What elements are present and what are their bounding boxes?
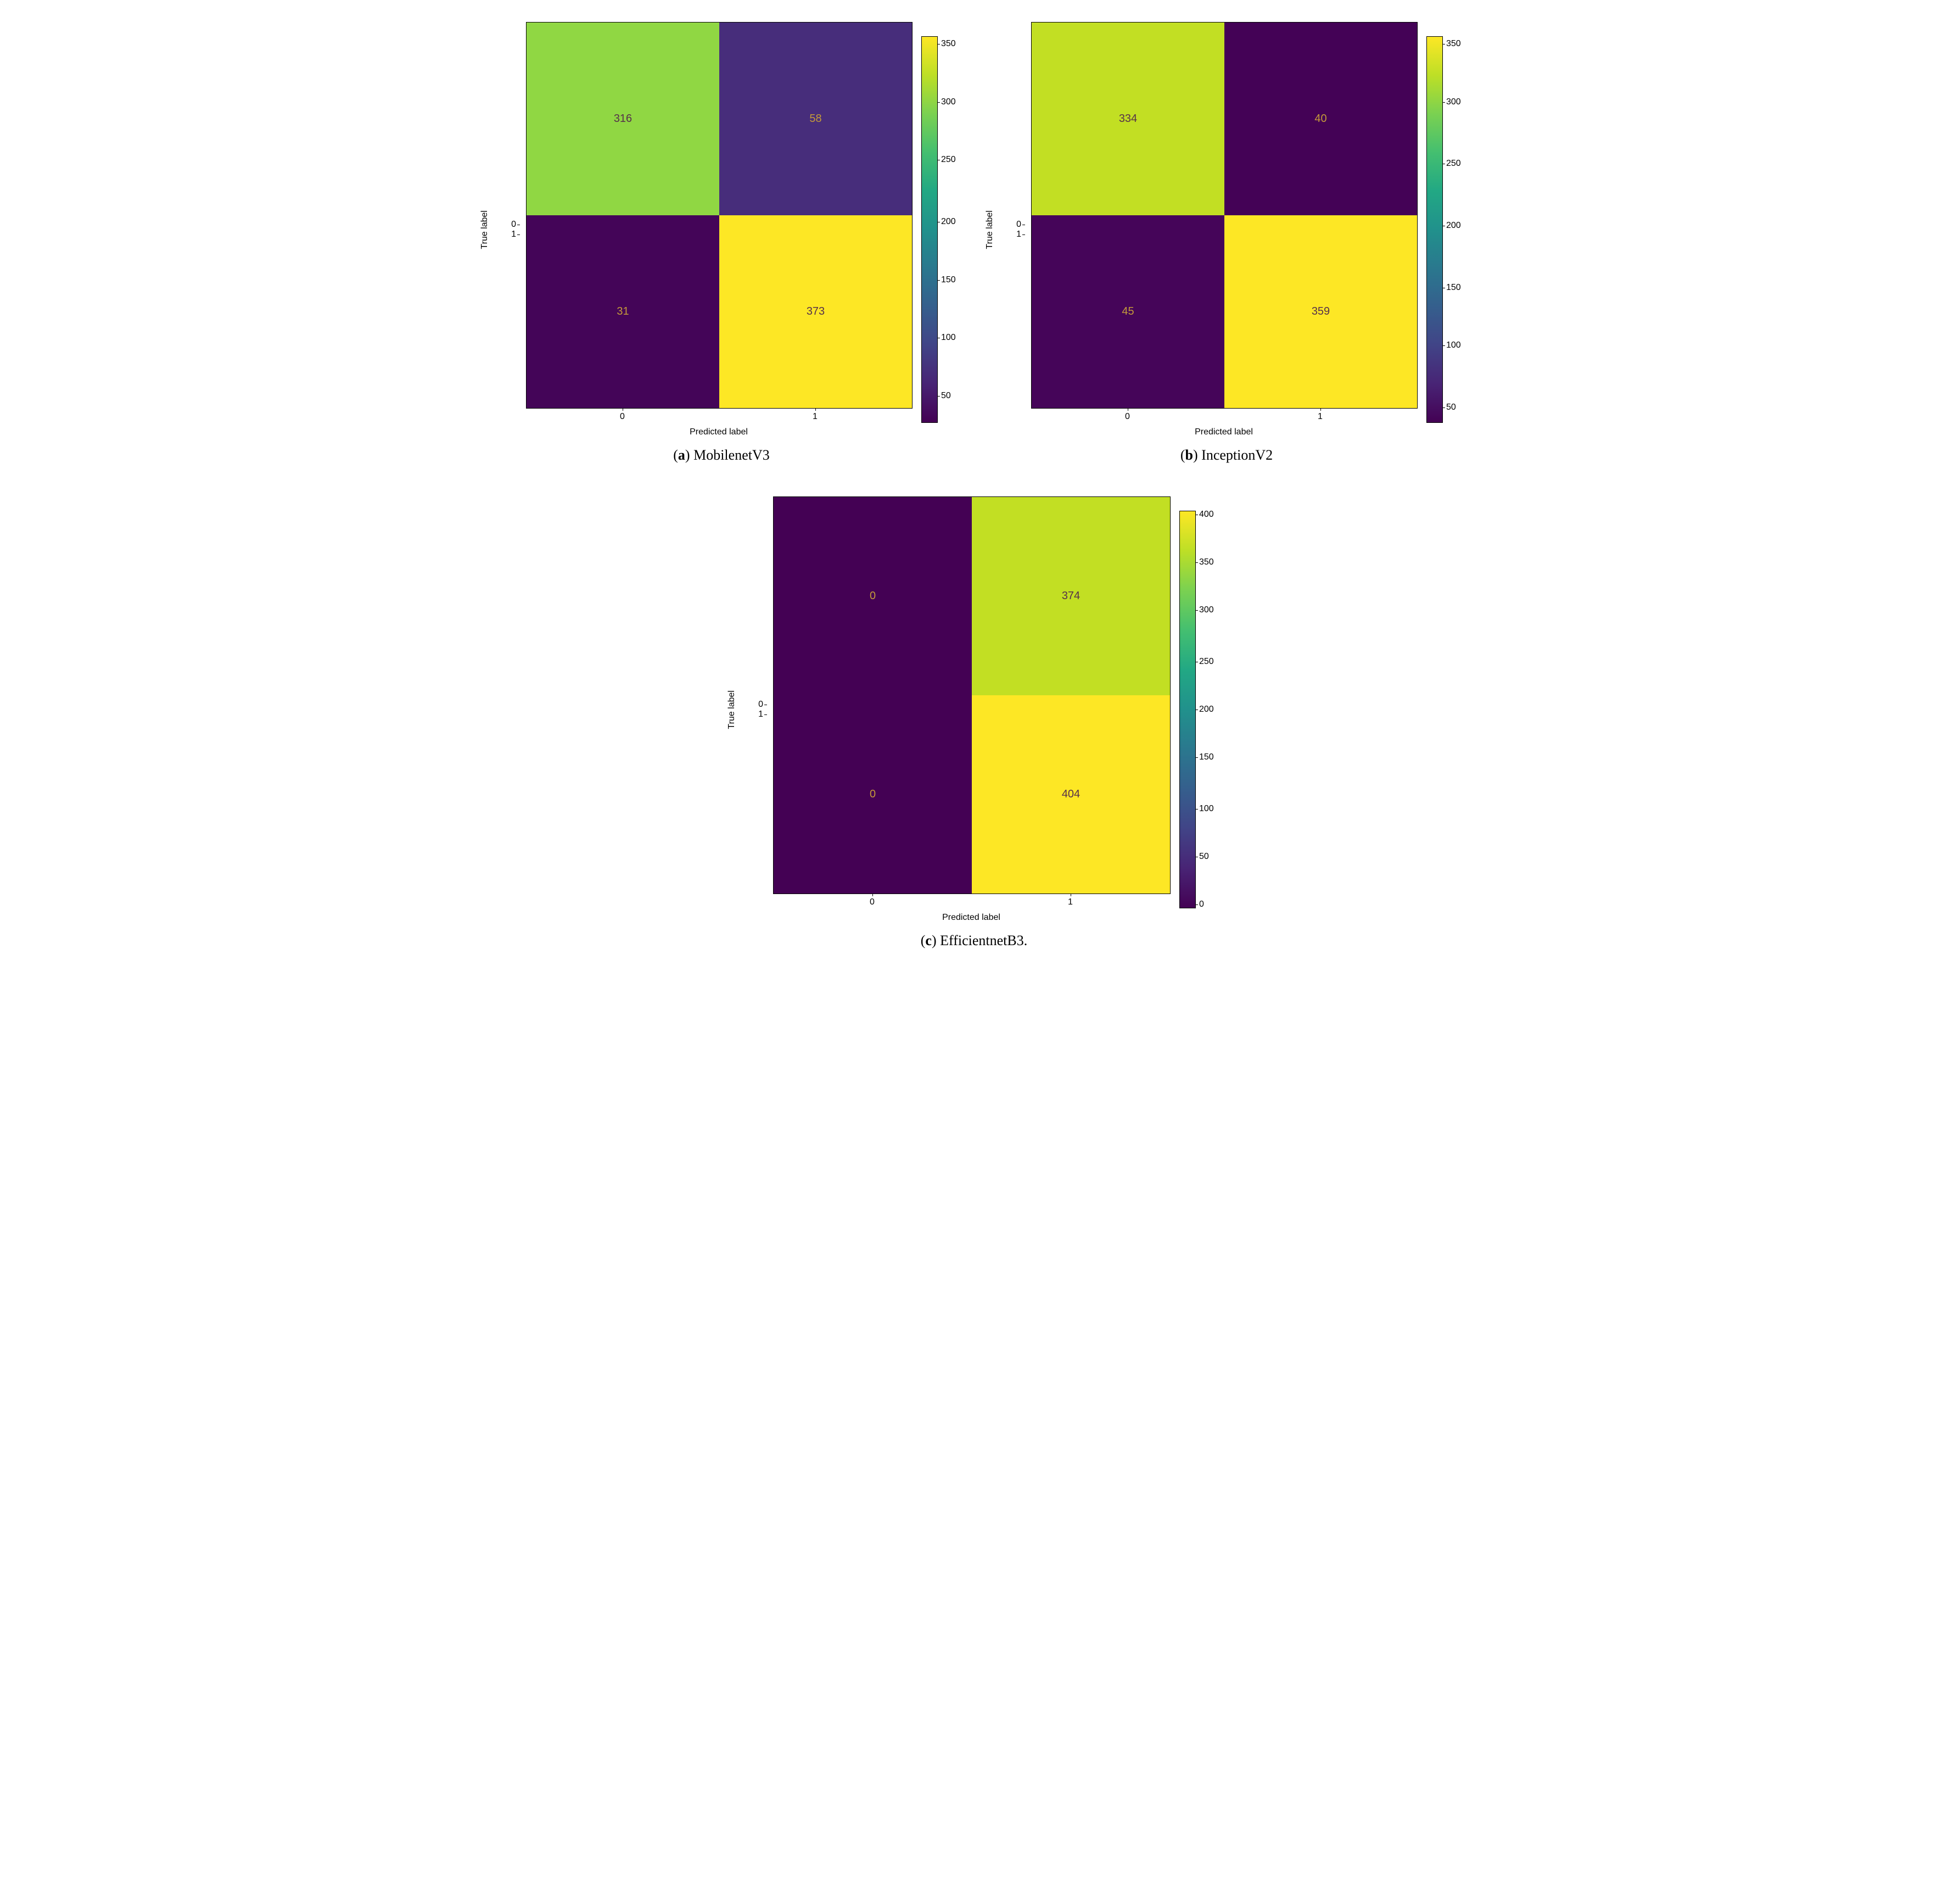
xlabel-c: Predicted label [773,913,1169,923]
colorbar-ticks: 350 300 250 200 150 100 50 [941,36,963,423]
panel-a-plot: True label 0 1 3165831373 0 1 Predicted … [480,22,963,437]
colorbar-tick: 100 [1446,341,1461,350]
xlabel-a: Predicted label [526,427,911,437]
colorbar-tick: 150 [1446,283,1461,292]
colorbar-ticks: 400 350 300 250 200 150 100 50 0 [1199,511,1221,908]
matrix-cell: 0 [774,695,972,894]
matrix-cell: 404 [972,695,1170,894]
panel-b-plot: True label 0 1 3344045359 0 1 Predicted … [985,22,1468,437]
colorbar-tick: 50 [1446,403,1456,412]
ytick: 0 [758,700,763,710]
colorbar-gradient [1426,36,1443,423]
ytick: 0 [1016,220,1021,230]
ylabel-a: True label [480,210,490,249]
colorbar-tick: 300 [1199,606,1214,615]
colorbar-c: 400 350 300 250 200 150 100 50 0 [1179,511,1221,908]
xticks-a: 0 1 [526,412,911,422]
matrix-cell: 31 [527,215,719,408]
xtick: 1 [813,412,818,422]
colorbar-tick: 200 [941,217,956,226]
colorbar-tick: 200 [1199,705,1214,714]
colorbar-tick: 100 [1199,805,1214,813]
colorbar-tick: 100 [941,333,956,342]
xlabel-b: Predicted label [1031,427,1417,437]
panel-c-plot: True label 0 1 03740404 0 1 Predicted la… [727,496,1221,923]
matrix-cell: 58 [719,23,912,215]
colorbar-tick: 0 [1199,900,1204,909]
colorbar-tick: 350 [1199,558,1214,567]
yticks-b: 0 1 [1008,220,1021,239]
caption-c: (c) EfficientnetB3. [921,933,1027,949]
panel-b: True label 0 1 3344045359 0 1 Predicted … [985,22,1468,464]
confusion-matrix-a: 3165831373 [526,22,913,409]
matrix-cell: 334 [1032,23,1224,215]
colorbar-tick: 250 [1199,657,1214,666]
caption-b: (b) InceptionV2 [1180,447,1273,464]
colorbar-gradient [1179,511,1196,908]
confusion-matrix-c: 03740404 [773,496,1171,894]
yticks-c: 0 1 [750,700,763,719]
xtick: 1 [1068,897,1073,907]
colorbar-tick: 350 [1446,40,1461,48]
xtick: 1 [1318,412,1323,422]
colorbar-ticks: 350 300 250 200 150 100 50 [1446,36,1468,423]
colorbar-gradient [921,36,938,423]
matrix-cell: 374 [972,497,1170,695]
colorbar-b: 350 300 250 200 150 100 50 [1426,36,1468,423]
matrix-cell: 0 [774,497,972,695]
colorbar-tick: 300 [941,98,956,107]
yticks-a: 0 1 [503,220,516,239]
matrix-cell: 40 [1224,23,1417,215]
colorbar-tick: 150 [941,276,956,284]
xtick: 0 [870,897,875,907]
colorbar-tick: 250 [1446,159,1461,168]
colorbar-tick: 50 [1199,852,1209,861]
colorbar-tick: 400 [1199,510,1214,519]
ylabel-b: True label [985,210,995,249]
panel-c: True label 0 1 03740404 0 1 Predicted la… [727,496,1221,949]
ytick: 1 [1016,230,1021,239]
confusion-matrix-b: 3344045359 [1031,22,1418,409]
xticks-b: 0 1 [1031,412,1417,422]
colorbar-a: 350 300 250 200 150 100 50 [921,36,963,423]
colorbar-tick: 300 [1446,98,1461,107]
xticks-c: 0 1 [773,897,1169,907]
xtick: 0 [1125,412,1130,422]
colorbar-tick: 350 [941,40,956,48]
panel-a: True label 0 1 3165831373 0 1 Predicted … [480,22,963,464]
xtick: 0 [620,412,625,422]
colorbar-tick: 150 [1199,753,1214,762]
colorbar-tick: 200 [1446,221,1461,230]
ytick: 1 [511,230,516,239]
ytick: 0 [511,220,516,230]
matrix-cell: 45 [1032,215,1224,408]
matrix-cell: 316 [527,23,719,215]
ytick: 1 [758,710,763,719]
colorbar-tick: 50 [941,392,951,400]
matrix-cell: 359 [1224,215,1417,408]
figure-grid: True label 0 1 3165831373 0 1 Predicted … [480,22,1468,949]
caption-a: (a) MobilenetV3 [673,447,770,464]
matrix-cell: 373 [719,215,912,408]
colorbar-tick: 250 [941,155,956,164]
ylabel-c: True label [727,690,737,729]
